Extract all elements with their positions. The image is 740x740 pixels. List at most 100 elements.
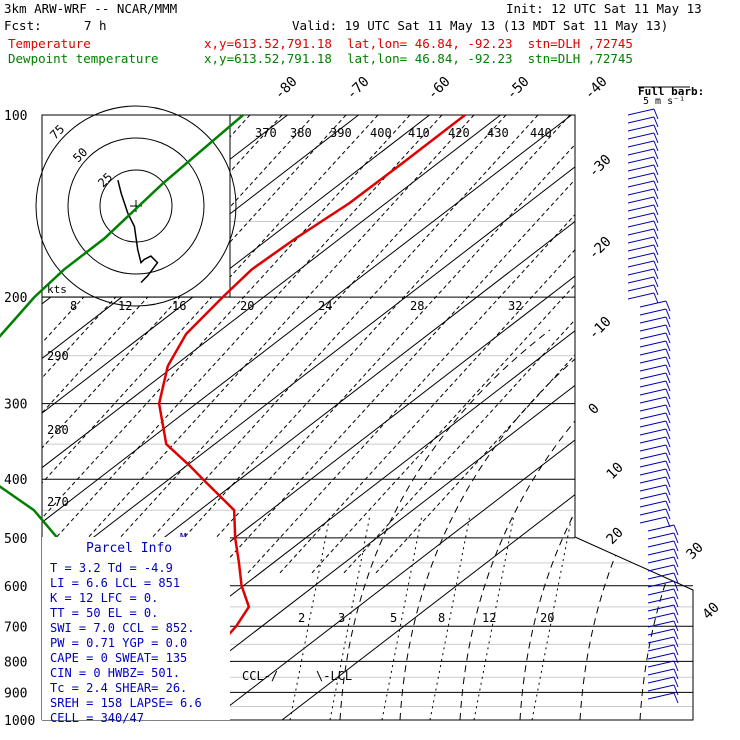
moist-adiabat <box>339 329 551 720</box>
forecast-label: Fcst: <box>4 18 42 33</box>
mixing-ratio-line <box>289 514 331 720</box>
dry-adiabat <box>117 115 539 576</box>
isotherm-label: -40 <box>582 74 611 103</box>
wind-barb <box>639 468 671 480</box>
wind-barb <box>639 332 671 344</box>
wind-barb <box>627 244 659 256</box>
dry-adiabat-label: 290 <box>47 349 69 363</box>
wind-barb <box>639 396 671 408</box>
wind-barb <box>647 620 679 632</box>
secondary-axis-label: 12 <box>118 299 132 313</box>
isotherm-line <box>42 115 436 720</box>
pressure-tick-label: 500 <box>4 532 27 547</box>
secondary-axis-label: 24 <box>318 299 332 313</box>
wind-barb <box>627 116 659 128</box>
dry-adiabat-label: 410 <box>408 126 430 140</box>
wind-barb <box>647 548 679 560</box>
parcel-info-row: T = 3.2 Td = -4.9 <box>50 561 173 575</box>
secondary-axis-label: 20 <box>240 299 254 313</box>
wind-barb <box>627 292 659 304</box>
pressure-tick-label: 900 <box>4 686 27 701</box>
wind-barb <box>639 444 671 456</box>
wind-barb <box>639 316 671 328</box>
isotherm-label: 0 <box>586 401 603 418</box>
parcel-info-row: K = 12 LFC = 0. <box>50 591 158 605</box>
dry-adiabat-label: 280 <box>47 423 69 437</box>
wind-barb <box>639 452 671 464</box>
mixing-ratio-label: 20 <box>540 611 554 625</box>
wind-barb <box>627 108 659 120</box>
wind-barb <box>627 220 659 232</box>
wind-barb <box>647 668 679 680</box>
wind-barb <box>639 308 671 320</box>
lcl-label: \-LCL <box>316 669 352 683</box>
moist-adiabat <box>519 329 693 720</box>
secondary-axis-label: 8 <box>70 299 77 313</box>
wind-barb <box>639 404 671 416</box>
pressure-tick-label: 1000 <box>4 714 35 729</box>
isotherm-line <box>123 115 693 720</box>
dry-adiabat <box>245 115 667 576</box>
wind-barb <box>627 196 659 208</box>
wind-barb <box>627 236 659 248</box>
pressure-tick-label: 700 <box>4 620 27 635</box>
dewpoint-location: x,y=613.52,791.18 lat,lon= 46.84, -92.23… <box>204 51 633 66</box>
dry-adiabat-label: 390 <box>330 126 352 140</box>
pressure-tick-label: 800 <box>4 655 27 670</box>
dry-adiabat <box>85 115 507 576</box>
dry-adiabat <box>277 115 693 576</box>
parcel-info-bg <box>42 537 230 720</box>
wind-barb <box>639 476 671 488</box>
isotherm-label: -80 <box>272 74 301 103</box>
dry-adiabat-label: 370 <box>255 126 277 140</box>
wind-scale-value: 5 m s⁻¹ <box>643 96 685 107</box>
dry-adiabat-label: 270 <box>47 495 69 509</box>
isotherm-label: -10 <box>586 314 615 343</box>
parcel-info-row: PW = 0.71 YGP = 0.0 <box>50 636 187 650</box>
dewpoint-legend: Dewpoint temperature <box>8 51 159 66</box>
forecast-hour: 7 h <box>84 18 107 33</box>
wind-barb <box>647 604 679 616</box>
wind-barb <box>627 260 659 272</box>
pressure-tick-label: 400 <box>4 473 27 488</box>
wind-barb <box>647 628 679 640</box>
dry-adiabat <box>42 115 443 576</box>
wind-barb <box>639 508 671 520</box>
wind-barb <box>639 348 671 360</box>
wind-barb <box>647 636 679 648</box>
wind-barb <box>647 660 679 672</box>
dry-adiabat <box>149 115 571 576</box>
dry-adiabat-label: 430 <box>487 126 509 140</box>
secondary-axis-label: 28 <box>410 299 424 313</box>
dry-adiabat <box>213 115 635 576</box>
moist-adiabat <box>459 329 671 720</box>
parcel-info-row: LI = 6.6 LCL = 851 <box>50 576 180 590</box>
wind-barb <box>639 324 671 336</box>
moist-adiabat <box>639 329 693 720</box>
wind-barb <box>639 436 671 448</box>
dry-adiabat-label: 420 <box>448 126 470 140</box>
valid-time: Valid: 19 UTC Sat 11 May 13 (13 MDT Sat … <box>292 18 669 33</box>
parcel-info-row: CIN = 0 HWBZ= 501. <box>50 666 180 680</box>
model-title: 3km ARW-WRF -- NCAR/MMM <box>4 1 178 16</box>
parcel-info-title: Parcel Info <box>86 541 172 556</box>
pressure-tick-label: 200 <box>4 291 27 306</box>
isotherm-line <box>265 115 693 720</box>
wind-barb <box>639 428 671 440</box>
dry-adiabat-label: 400 <box>370 126 392 140</box>
hodograph-ring <box>35 105 237 307</box>
moist-adiabat <box>579 329 693 720</box>
wind-barb <box>647 580 679 592</box>
wind-barb <box>639 340 671 352</box>
isotherm-line <box>42 115 649 720</box>
parcel-info-row: TT = 50 EL = 0. <box>50 606 158 620</box>
wind-barb <box>647 692 679 704</box>
mixing-ratio-label: 5 <box>390 611 397 625</box>
wind-barb <box>639 372 671 384</box>
isotherm-label: 30 <box>684 540 707 563</box>
temperature-location: x,y=613.52,791.18 lat,lon= 46.84, -92.23… <box>204 36 633 51</box>
hodograph-trace <box>117 180 159 284</box>
dry-adiabat-label: 440 <box>530 126 552 140</box>
mixing-ratio-line <box>381 514 423 720</box>
